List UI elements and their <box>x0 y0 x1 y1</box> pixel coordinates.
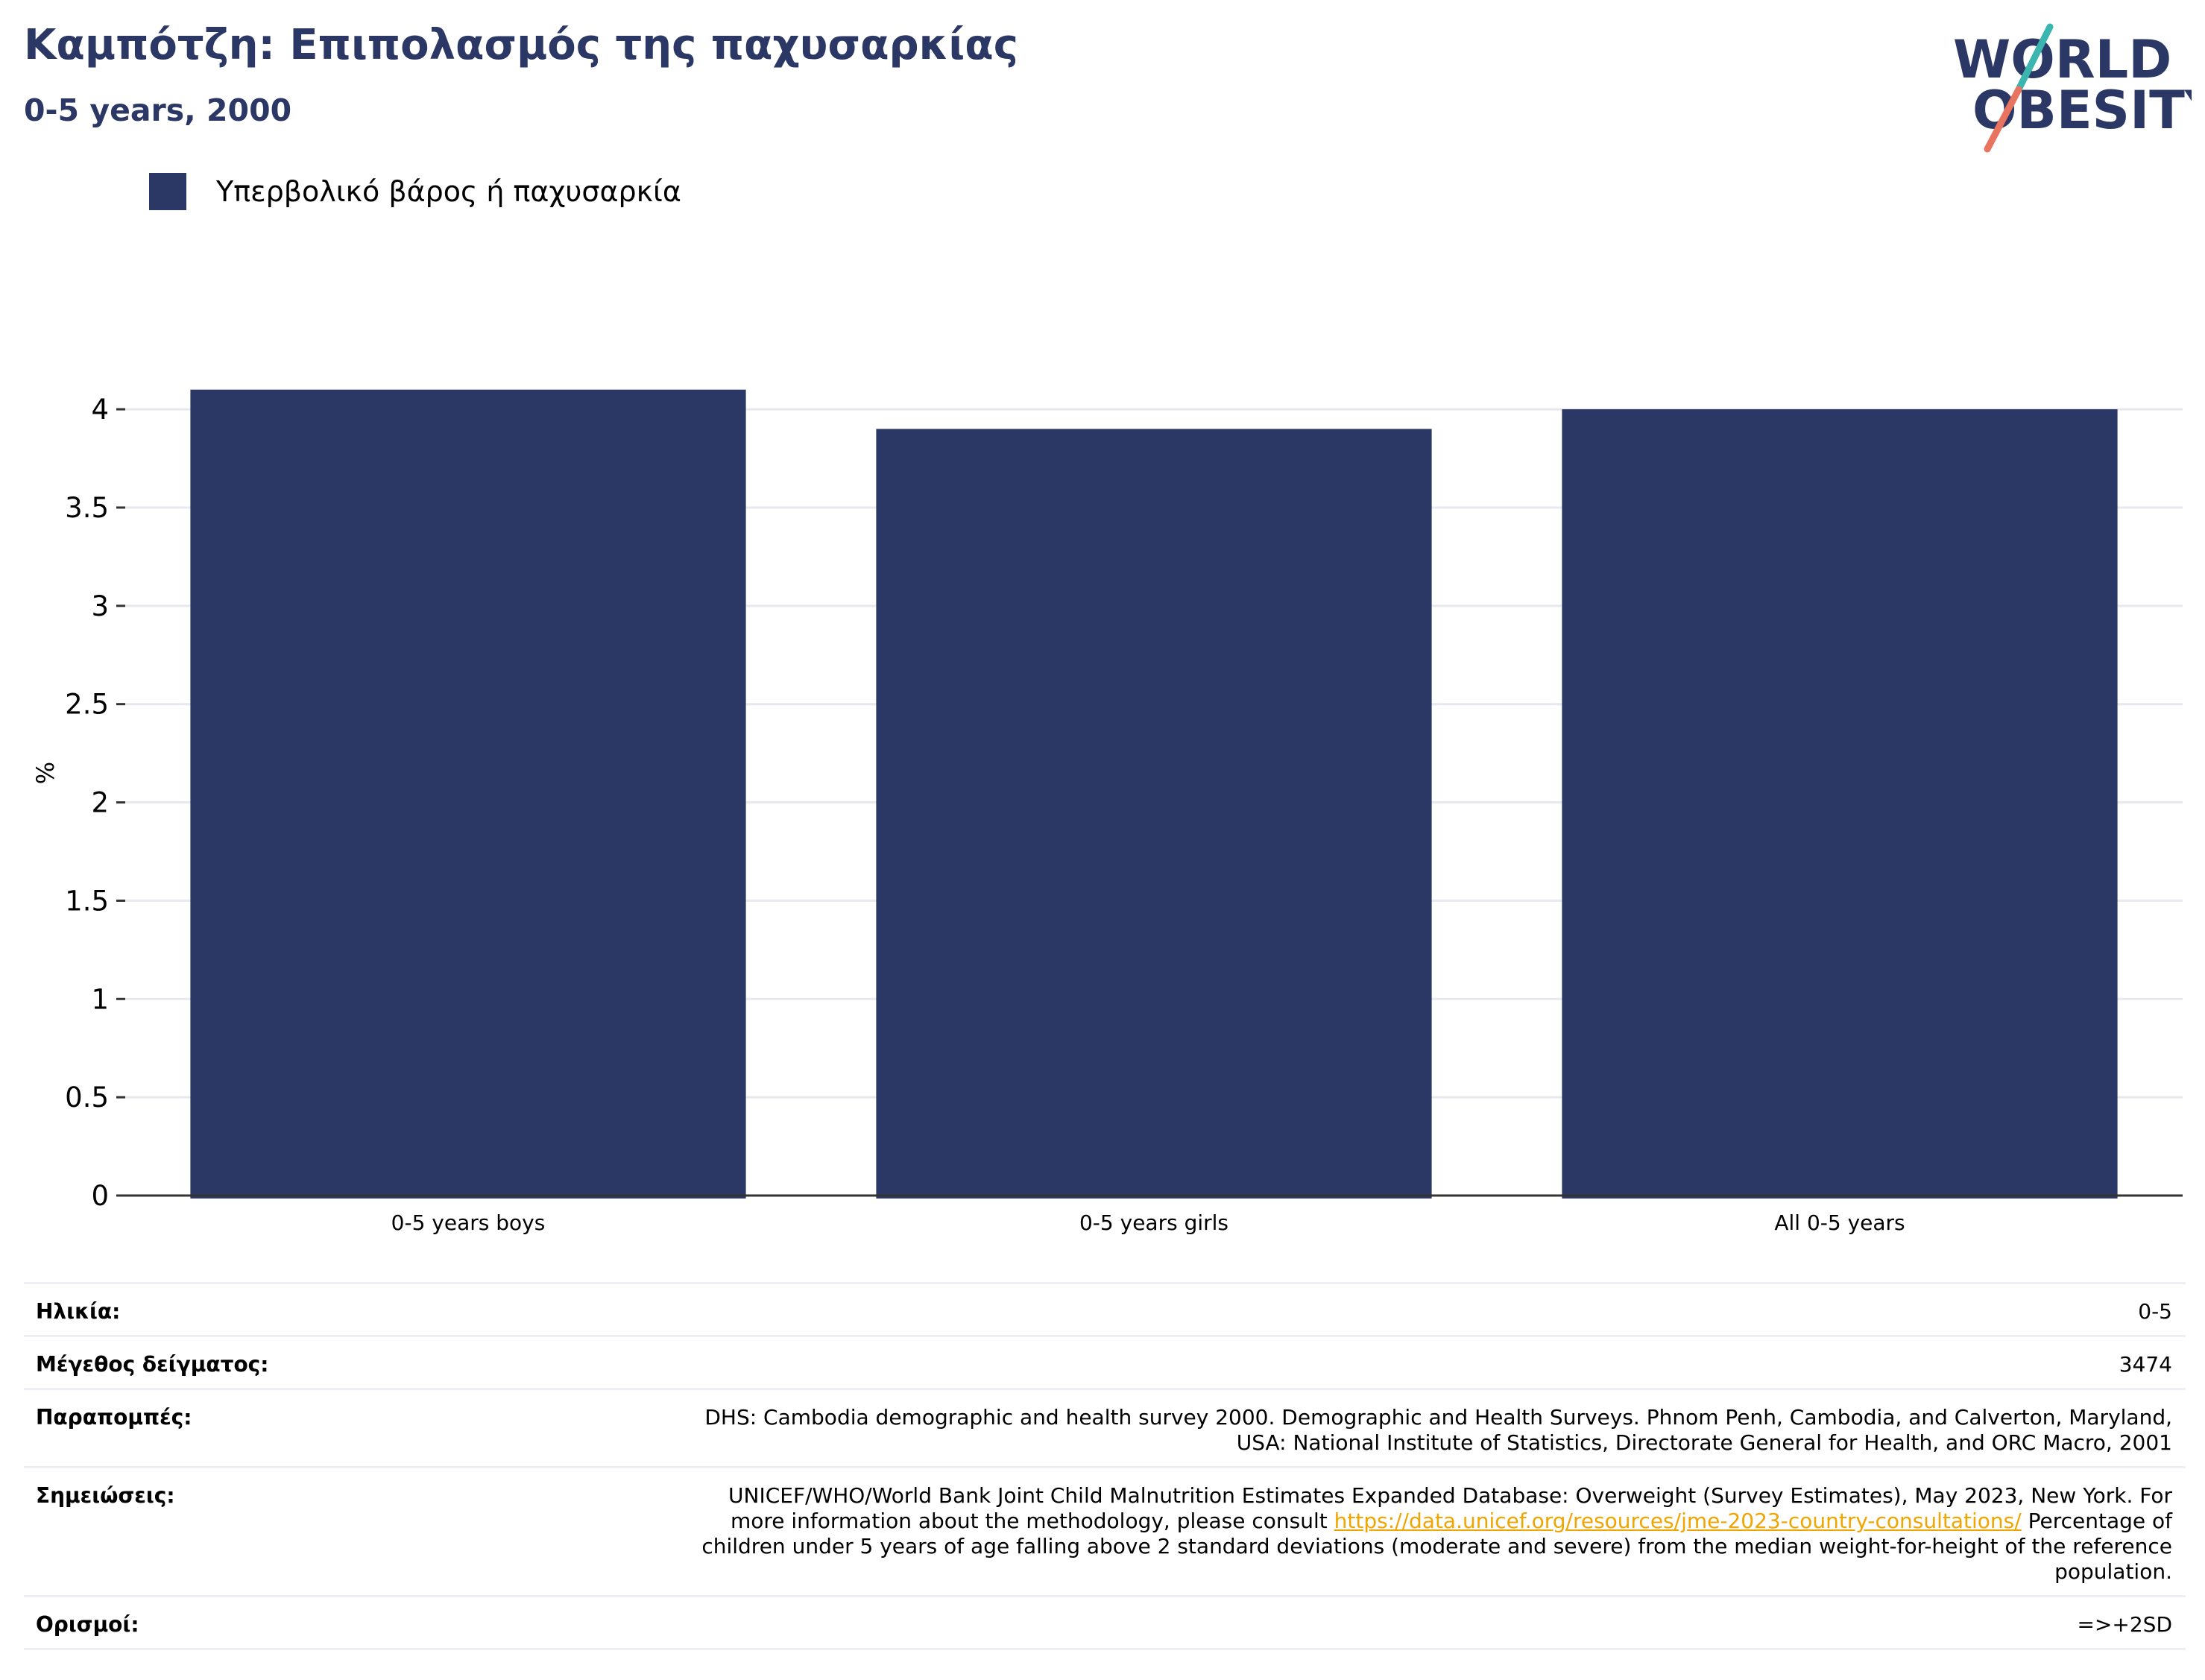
references-label: Παραπομπές: <box>36 1405 192 1430</box>
y-tick-label: 3.5 <box>65 492 109 524</box>
y-axis-label: % <box>31 762 60 784</box>
notes-value: UNICEF/WHO/World Bank Joint Child Malnut… <box>701 1483 2172 1585</box>
notes-line-2-pre: more information about the methodology, … <box>730 1509 1334 1533</box>
y-tick-label: 1 <box>91 983 109 1015</box>
logo-slash-top <box>2015 23 2054 93</box>
legend-label: Υπερβολικό βάρος ή παχυσαρκία <box>216 175 681 208</box>
notes-line-4: population. <box>2054 1559 2172 1584</box>
bar <box>1562 409 2118 1199</box>
x-tick-labels: 0-5 years boys 0-5 years girls All 0-5 yea… <box>391 1210 1905 1235</box>
chart-title: Καμπότζη: Επιπολασμός της παχυσαρκίας <box>24 21 1018 69</box>
y-tick-label: 3 <box>91 590 109 622</box>
x-tick-label: All 0-5 years <box>1774 1210 1905 1235</box>
info-row-sample: Μέγεθος δείγματος: 3474 <box>24 1335 2186 1388</box>
chart-legend: Υπερβολικό βάρος ή παχυσαρκία <box>149 173 681 210</box>
bar <box>876 429 1432 1199</box>
info-table: Ηλικία: 0-5 Μέγεθος δείγματος: 3474 Παρα… <box>24 1282 2186 1650</box>
x-tick-label: 0-5 years boys <box>391 1210 546 1235</box>
notes-line-1: UNICEF/WHO/World Bank Joint Child Malnut… <box>728 1483 2172 1508</box>
references-line-1: DHS: Cambodia demographic and health sur… <box>704 1405 2172 1430</box>
y-tick-label: 1.5 <box>65 885 109 917</box>
methodology-link[interactable]: https://data.unicef.org/resources/jme-20… <box>1334 1509 2022 1533</box>
notes-label: Σημειώσεις: <box>36 1483 175 1508</box>
references-value: DHS: Cambodia demographic and health sur… <box>704 1405 2172 1456</box>
references-line-2: USA: National Institute of Statistics, D… <box>1236 1430 2172 1455</box>
info-row-definitions: Ορισμοί: =>+2SD <box>24 1595 2186 1650</box>
chart-subtitle: 0-5 years, 2000 <box>24 92 292 128</box>
logo-text-world: WORLD <box>1953 29 2171 90</box>
bar-chart: 00.511.522.533.54 0-5 years boys 0-5 year… <box>31 389 2183 1235</box>
x-tick-label: 0-5 years girls <box>1079 1210 1228 1235</box>
definitions-value: =>+2SD <box>2077 1612 2172 1637</box>
info-row-age: Ηλικία: 0-5 <box>24 1282 2186 1335</box>
y-tick-label: 4 <box>91 394 109 426</box>
legend-swatch <box>149 173 186 210</box>
world-obesity-logo: WORLD OBESITY <box>1953 23 2192 153</box>
notes-line-2-post: Percentage of <box>2021 1509 2172 1533</box>
y-tick-label: 0.5 <box>65 1081 109 1114</box>
logo-slash-bottom <box>1984 86 2022 153</box>
definitions-label: Ορισμοί: <box>36 1612 139 1637</box>
age-label: Ηλικία: <box>36 1299 121 1324</box>
sample-size-value: 3474 <box>2119 1352 2172 1377</box>
y-tick-label: 0 <box>91 1180 109 1212</box>
bar <box>190 389 746 1199</box>
notes-line-3: children under 5 years of age falling ab… <box>701 1534 2172 1559</box>
sample-size-label: Μέγεθος δείγματος: <box>36 1352 269 1377</box>
info-row-notes: Σημειώσεις: UNICEF/WHO/World Bank Joint … <box>24 1466 2186 1595</box>
info-row-references: Παραπομπές: DHS: Cambodia demographic an… <box>24 1388 2186 1466</box>
y-tick-label: 2.5 <box>65 689 109 721</box>
y-tick-label: 2 <box>91 787 109 819</box>
chart-bars <box>190 389 2118 1199</box>
y-tick-labels: 0 0.5 1 1.5 2 2.5 3 3.5 4 <box>65 394 125 1212</box>
age-value: 0-5 <box>2138 1299 2172 1324</box>
